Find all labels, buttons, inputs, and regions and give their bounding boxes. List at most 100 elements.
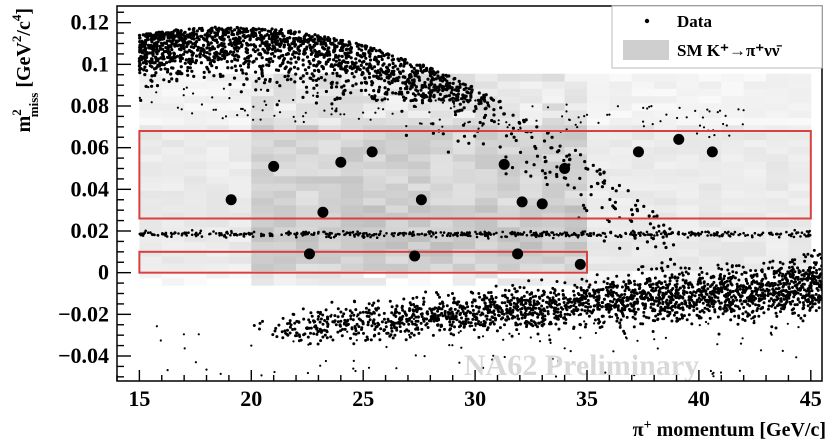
background-point <box>404 133 408 137</box>
background-point <box>694 303 698 307</box>
background-point <box>566 312 570 316</box>
background-point <box>483 113 488 117</box>
background-point <box>241 107 244 111</box>
sm-heatmap-cell <box>721 88 745 97</box>
background-point <box>257 77 261 81</box>
background-point <box>790 260 794 264</box>
background-point <box>293 80 297 84</box>
background-point <box>683 233 686 236</box>
background-point <box>568 158 572 162</box>
background-point <box>562 301 566 304</box>
background-point <box>205 56 209 60</box>
sm-heatmap-cell <box>430 132 454 140</box>
background-point <box>205 46 209 50</box>
background-point <box>185 86 188 89</box>
background-point <box>431 333 435 337</box>
background-point <box>595 169 599 173</box>
sm-heatmap-cell <box>452 212 476 221</box>
background-point <box>667 232 671 236</box>
background-point <box>169 43 173 48</box>
background-point <box>334 85 339 89</box>
sm-heatmap-cell <box>184 190 208 199</box>
sm-heatmap-cell <box>676 153 700 162</box>
background-point <box>453 105 456 108</box>
background-point <box>273 114 276 117</box>
sm-heatmap-cell <box>542 226 566 235</box>
sm-heatmap-cell <box>296 110 319 118</box>
background-point <box>531 295 535 299</box>
background-point <box>340 85 344 89</box>
background-point <box>572 233 575 236</box>
background-point <box>410 320 414 324</box>
sm-heatmap-cell <box>318 117 342 126</box>
sm-heatmap-cell <box>184 263 208 272</box>
sm-heatmap-cell <box>631 248 655 257</box>
background-point <box>702 280 706 284</box>
sm-heatmap-cell <box>721 73 745 82</box>
background-point <box>411 98 415 102</box>
background-point <box>177 35 181 39</box>
background-point <box>208 61 213 65</box>
sm-heatmap-cell <box>251 73 275 82</box>
sm-heatmap-cell <box>676 263 700 272</box>
sm-heatmap-cell <box>206 139 230 148</box>
background-point <box>200 235 204 238</box>
sm-heatmap-cell <box>698 277 722 286</box>
background-point <box>232 33 236 37</box>
background-point <box>651 297 655 301</box>
background-point <box>208 52 212 56</box>
background-point <box>790 279 793 283</box>
sm-heatmap-cell <box>452 197 476 206</box>
background-point <box>158 32 162 36</box>
background-point <box>420 83 424 88</box>
background-point <box>706 287 710 291</box>
sm-heatmap-cell <box>363 190 387 199</box>
sm-heatmap-cell <box>363 256 387 264</box>
sm-heatmap-cell <box>318 146 342 155</box>
background-point <box>501 230 505 234</box>
background-point <box>258 64 262 68</box>
background-point <box>398 90 402 94</box>
background-point <box>252 105 255 108</box>
background-point <box>466 305 470 309</box>
background-point <box>625 296 629 300</box>
background-point <box>626 286 630 290</box>
sm-heatmap-cell <box>228 81 252 89</box>
sm-heatmap-cell <box>631 73 655 82</box>
background-point <box>187 33 191 38</box>
background-point <box>236 54 240 58</box>
sm-heatmap-cell <box>452 256 476 264</box>
sm-heatmap-cell <box>609 183 633 191</box>
background-point <box>792 295 796 299</box>
background-point <box>561 293 565 296</box>
sm-heatmap-cell <box>161 168 185 177</box>
sm-heatmap-cell <box>609 256 633 264</box>
background-point <box>165 39 169 43</box>
sm-heatmap-cell <box>654 234 678 242</box>
sm-heatmap-cell <box>788 117 812 126</box>
background-point <box>608 315 612 319</box>
background-point <box>194 231 198 235</box>
background-point <box>552 233 556 237</box>
background-point <box>490 315 494 319</box>
sm-heatmap-cell <box>721 183 745 191</box>
sm-heatmap-cell <box>676 219 700 228</box>
sm-heatmap-cell <box>430 88 454 97</box>
background-point <box>438 302 442 306</box>
background-point <box>510 293 514 297</box>
background-point <box>778 233 782 236</box>
background-point <box>444 73 448 77</box>
background-point <box>146 34 150 38</box>
background-point <box>509 132 514 136</box>
background-point <box>152 37 156 41</box>
background-point <box>809 254 813 258</box>
background-point <box>335 107 338 110</box>
sm-heatmap-cell <box>296 153 319 162</box>
background-point <box>343 233 346 237</box>
background-point <box>616 304 620 308</box>
background-point <box>278 111 282 114</box>
background-point <box>326 233 330 236</box>
background-point <box>644 233 647 237</box>
sm-heatmap-cell <box>251 219 275 228</box>
sm-heatmap-cell <box>228 102 252 111</box>
